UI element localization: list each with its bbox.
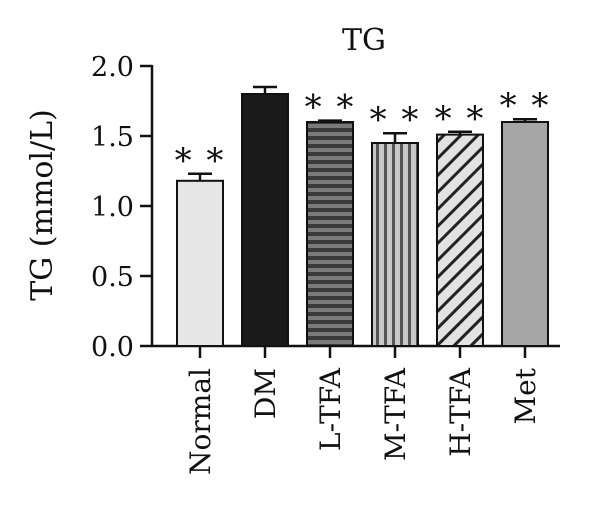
bar-group: * *	[500, 86, 551, 358]
bar-group	[241, 85, 289, 358]
bar-group: * *	[370, 100, 421, 358]
y-tick-label: 2.0	[91, 52, 134, 83]
significance-marker: * *	[370, 100, 421, 140]
x-tick-label: Normal	[184, 368, 217, 475]
significance-marker: * *	[305, 88, 356, 128]
y-tick-label: 1.0	[91, 192, 134, 223]
y-tick-label: 0.0	[91, 332, 134, 363]
x-tick-label: Met	[509, 367, 542, 424]
bar	[306, 121, 354, 347]
y-tick-label: 0.5	[91, 262, 134, 293]
chart-title: TG	[342, 23, 386, 58]
y-axis-label: TG (mmol/L)	[25, 109, 60, 301]
bar	[501, 121, 549, 347]
x-tick-label: M-TFA	[379, 367, 412, 461]
x-tick-label: H-TFA	[444, 367, 477, 457]
bar	[176, 179, 224, 347]
x-tick-label: L-TFA	[314, 367, 347, 451]
x-axis-labels: Normal DM L-TFA M-TFA H-TFA Met	[184, 367, 542, 475]
significance-marker: * *	[435, 99, 486, 139]
x-tick-label: DM	[249, 368, 282, 419]
bar-group: * *	[175, 141, 226, 358]
y-axis: 0.0 0.5 1.0 1.5 2.0	[91, 52, 560, 363]
significance-marker: * *	[175, 141, 226, 181]
bar	[436, 133, 484, 347]
bar	[241, 93, 289, 347]
y-tick-label: 1.5	[91, 122, 134, 153]
bar-group: * *	[305, 88, 356, 358]
bar-group: * *	[435, 99, 486, 358]
bar	[371, 142, 419, 347]
significance-marker: * *	[500, 86, 551, 126]
bars-group: * * * * * * * * * *	[175, 85, 551, 358]
